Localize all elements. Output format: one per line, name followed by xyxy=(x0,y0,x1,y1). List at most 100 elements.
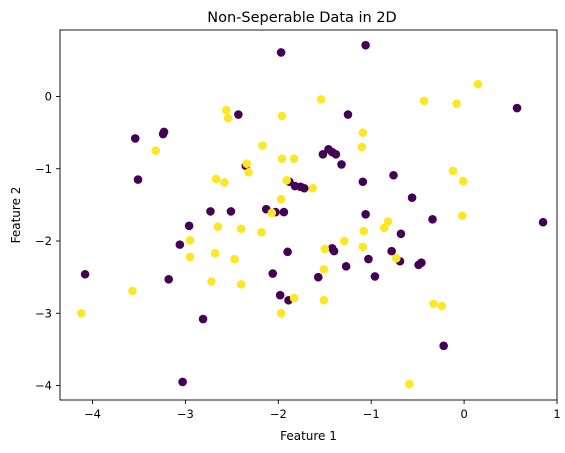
series-1-point-18 xyxy=(220,178,229,187)
series-0-point-30 xyxy=(184,221,194,231)
series-1-point-30 xyxy=(185,235,195,245)
series-0-point-8 xyxy=(234,110,243,119)
x-tick-label-4: 0 xyxy=(460,407,467,421)
series-0-point-36 xyxy=(396,229,406,239)
series-1-point-7 xyxy=(358,128,368,137)
series-1-point-22 xyxy=(267,208,277,218)
series-0-point-4 xyxy=(130,134,140,143)
series-0-point-7 xyxy=(133,175,143,184)
series-0-point-44 xyxy=(313,272,323,282)
series-1-point-11 xyxy=(277,154,287,163)
series-0-point-32 xyxy=(283,247,292,257)
y-tick-label-3: −1 xyxy=(35,162,52,176)
series-0-point-11 xyxy=(318,150,328,159)
series-1-point-26 xyxy=(359,226,369,236)
series-1-point-13 xyxy=(242,159,252,168)
series-1-point-43 xyxy=(319,295,329,305)
series-1-point-46 xyxy=(429,299,438,309)
series-1-point-20 xyxy=(308,183,317,193)
series-1-point-42 xyxy=(276,308,286,318)
series-0-point-40 xyxy=(417,258,426,268)
series-1-point-16 xyxy=(458,176,468,186)
series-0-point-6 xyxy=(159,127,169,137)
series-1-point-27 xyxy=(383,217,393,226)
y-tick-label-2: −2 xyxy=(35,234,52,248)
series-1-point-47 xyxy=(437,301,447,311)
series-1-point-25 xyxy=(257,228,266,237)
series-1-point-40 xyxy=(236,280,246,289)
series-1-point-36 xyxy=(358,242,368,252)
series-0-point-17 xyxy=(389,170,398,180)
series-0-point-16 xyxy=(358,177,368,187)
series-0-point-9 xyxy=(343,110,353,119)
y-tick-label-0: −4 xyxy=(35,379,52,393)
series-0-point-31 xyxy=(175,240,185,249)
series-0-point-24 xyxy=(226,207,236,216)
x-tick-label-2: −2 xyxy=(270,407,287,421)
series-0-point-46 xyxy=(164,275,173,284)
series-1-point-44 xyxy=(128,286,137,296)
series-0-point-3 xyxy=(538,217,548,227)
series-1-point-12 xyxy=(289,154,299,163)
series-0-point-51 xyxy=(178,377,187,387)
series-1-point-17 xyxy=(211,174,221,184)
series-0-point-50 xyxy=(439,341,448,351)
series-1-point-31 xyxy=(210,249,220,258)
series-1-point-5 xyxy=(223,113,233,123)
series-1-point-37 xyxy=(391,254,401,263)
series-1-point-32 xyxy=(230,254,239,264)
series-1-point-4 xyxy=(221,105,231,115)
series-0-point-2 xyxy=(512,103,522,113)
series-1-point-38 xyxy=(319,264,329,274)
series-1-point-3 xyxy=(316,95,326,104)
points-layer xyxy=(77,40,548,389)
series-1-point-8 xyxy=(357,142,367,152)
series-0-point-49 xyxy=(198,314,208,324)
y-axis-ticks: −4 −3 −2 −1 0 xyxy=(35,89,60,393)
series-1-point-48 xyxy=(404,379,414,389)
chart-title: Non-Seperable Data in 2D xyxy=(207,10,396,26)
series-1-point-21 xyxy=(276,194,286,204)
series-1-point-39 xyxy=(207,277,216,286)
series-1-point-10 xyxy=(258,141,267,150)
x-tick-label-1: −3 xyxy=(177,407,194,421)
plot-frame xyxy=(59,29,558,401)
series-1-point-33 xyxy=(185,252,195,262)
series-0-point-29 xyxy=(428,215,437,224)
series-1-point-9 xyxy=(151,146,160,155)
series-0-point-27 xyxy=(279,207,289,217)
series-1-point-29 xyxy=(457,211,467,221)
series-0-point-47 xyxy=(275,290,285,300)
series-1-point-28 xyxy=(379,223,389,233)
series-1-point-24 xyxy=(236,224,246,234)
x-tick-label-5: 1 xyxy=(553,407,560,421)
series-0-point-23 xyxy=(206,207,215,216)
series-1-point-35 xyxy=(339,236,349,246)
y-tick-label-1: −3 xyxy=(35,306,52,320)
series-1-point-19 xyxy=(282,176,291,185)
series-0-point-45 xyxy=(80,269,90,279)
x-axis-ticks: −4 −3 −2 −1 0 1 xyxy=(84,400,561,421)
x-tick-label-3: −1 xyxy=(363,407,380,421)
series-0-point-35 xyxy=(387,246,396,256)
series-0-point-28 xyxy=(361,209,370,219)
series-0-point-0 xyxy=(276,48,286,57)
series-0-point-15 xyxy=(337,160,346,169)
series-0-point-18 xyxy=(407,193,417,202)
series-0-point-37 xyxy=(364,254,373,264)
x-tick-label-0: −4 xyxy=(84,407,101,421)
series-1-point-41 xyxy=(289,293,299,303)
series-1-point-0 xyxy=(473,79,483,89)
series-0-point-41 xyxy=(341,262,351,271)
series-0-point-42 xyxy=(370,272,380,281)
series-1-point-34 xyxy=(320,244,330,254)
series-0-point-34 xyxy=(329,246,339,256)
y-axis-label: Feature 2 xyxy=(9,187,23,244)
series-0-point-1 xyxy=(361,40,370,50)
series-1-point-2 xyxy=(452,99,461,109)
series-1-point-15 xyxy=(448,166,458,176)
x-axis-label: Feature 1 xyxy=(280,429,337,443)
series-1-point-45 xyxy=(77,308,86,318)
